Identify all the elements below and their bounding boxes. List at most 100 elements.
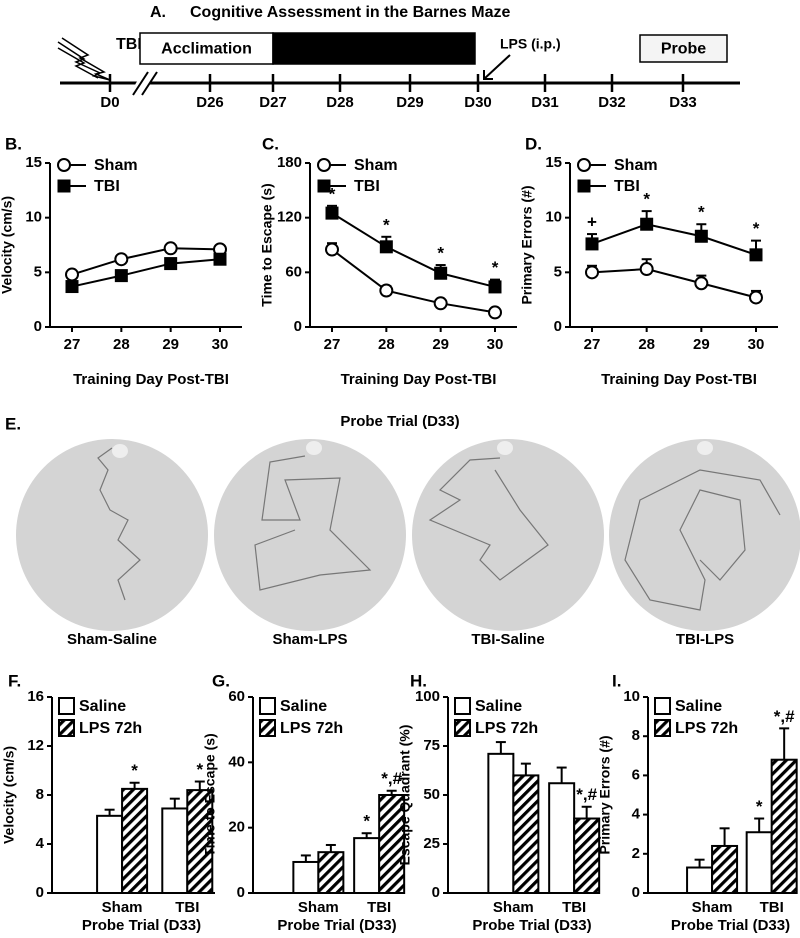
legend-swatch: [58, 719, 75, 737]
y-tick-label: 15: [545, 154, 562, 171]
y-tick-label: 4: [36, 835, 45, 852]
panel-label: H.: [410, 671, 427, 690]
legend-label: Saline: [280, 698, 327, 715]
bar: [711, 844, 739, 895]
series-line: [591, 223, 757, 256]
data-point: [585, 265, 599, 280]
y-tick-label: 4: [632, 806, 641, 823]
legend-label: LPS 72h: [475, 720, 538, 737]
injection-label: LPS (i.p.): [500, 36, 561, 52]
significance-marker: *: [196, 760, 203, 779]
data-point: [163, 241, 178, 256]
y-tick-label: 25: [423, 835, 440, 852]
x-axis-label: Probe Trial (D33): [277, 917, 396, 934]
data-point: [434, 266, 448, 280]
bar: [161, 807, 189, 894]
injection-arrow: [483, 54, 511, 80]
data-point: [114, 252, 129, 267]
y-tick-label: 0: [36, 884, 44, 901]
injection-arrow: [483, 70, 493, 80]
panel-label: A.: [150, 4, 166, 21]
x-tick-label: 28: [113, 336, 130, 353]
data-point: [488, 305, 502, 320]
axis-break: [141, 71, 158, 96]
x-tick-label: 27: [584, 336, 601, 353]
x-tick-label: 30: [487, 336, 504, 353]
data-point: [114, 269, 128, 283]
line-chart: B. 0 5 10 15 Velocity (cm/s) 27 28 29 30 Training …: [0, 134, 242, 388]
x-axis-label: Training Day Post-TBI: [341, 371, 497, 388]
significance-marker: *: [383, 215, 390, 234]
y-axis-label: Primary Errors (#): [597, 735, 613, 854]
x-axis-label: Training Day Post-TBI: [601, 371, 757, 388]
data-point: [640, 217, 654, 231]
significance-marker: *,#: [576, 785, 597, 804]
day-label: D28: [326, 94, 354, 111]
phase-box: [639, 34, 728, 63]
data-point: [585, 237, 599, 251]
group-label: TBI-LPS: [676, 631, 734, 648]
legend-label: TBI: [94, 178, 120, 195]
lightning-icon: [57, 37, 111, 81]
phase-label: Acquisition: [330, 41, 417, 58]
x-tick-label: 28: [638, 336, 655, 353]
bar: [487, 752, 515, 895]
data-point: [488, 280, 502, 294]
significance-marker: *: [643, 190, 650, 209]
data-point: [694, 229, 708, 243]
group-label: Sham-Saline: [67, 631, 157, 648]
series-line: [331, 248, 496, 314]
significance-marker: *,#: [774, 707, 795, 726]
bar-chart: H. 0 25 50 75 100 Escape Quadrant (%) Sham TBIPr…: [397, 671, 601, 934]
significance-marker: *: [363, 812, 370, 831]
day-label: D26: [196, 94, 224, 111]
y-tick-label: 8: [36, 786, 44, 803]
data-point: [65, 267, 79, 282]
legend-symbol: [57, 179, 71, 193]
x-tick-label: 27: [64, 336, 81, 353]
series-line: [331, 212, 496, 288]
lightning-icon: [57, 47, 99, 79]
escape-hole: [697, 441, 713, 455]
day-label: D32: [598, 94, 626, 111]
y-tick-label: 0: [554, 318, 562, 335]
legend-label: Sham: [614, 157, 658, 174]
timeline-title: Cognitive Assessment in the Barnes Maze: [190, 4, 510, 21]
y-tick-label: 0: [294, 318, 302, 335]
panel-label: G.: [212, 671, 230, 690]
maze: [412, 439, 604, 631]
y-axis-label: Velocity (cm/s): [1, 746, 17, 844]
x-tick-label: 30: [212, 336, 229, 353]
data-point: [694, 276, 709, 291]
group-label: TBI-Saline: [471, 631, 544, 648]
bar: [686, 866, 714, 895]
panel-label: F.: [8, 671, 21, 690]
y-tick-label: 2: [632, 845, 640, 862]
x-axis-label: Probe Trial (D33): [472, 917, 591, 934]
data-point: [749, 290, 763, 305]
y-tick-label: 0: [632, 884, 640, 901]
legend-symbol: [577, 158, 591, 172]
data-point: [65, 280, 79, 294]
axis-break: [132, 71, 149, 96]
y-tick-label: 120: [277, 209, 302, 226]
legend-label: Sham: [354, 157, 398, 174]
y-axis-label: Velocity (cm/s): [0, 196, 15, 294]
significance-marker: *: [437, 244, 444, 263]
data-point: [164, 257, 178, 271]
x-tick-label: Sham: [493, 899, 534, 916]
bar-chart: I. 0 2 4 6 8 10 Primary Errors (#) Sham TBIProbe …: [597, 671, 798, 934]
legend-swatch: [58, 697, 75, 715]
data-point: [433, 296, 448, 311]
x-axis-label: Probe Trial (D33): [82, 917, 201, 934]
x-tick-label: 30: [748, 336, 765, 353]
legend-label: Sham: [94, 157, 138, 174]
y-tick-label: 0: [237, 884, 245, 901]
bar: [121, 787, 149, 894]
day-label: D27: [259, 94, 287, 111]
bar: [292, 860, 320, 895]
y-tick-label: 10: [25, 209, 42, 226]
